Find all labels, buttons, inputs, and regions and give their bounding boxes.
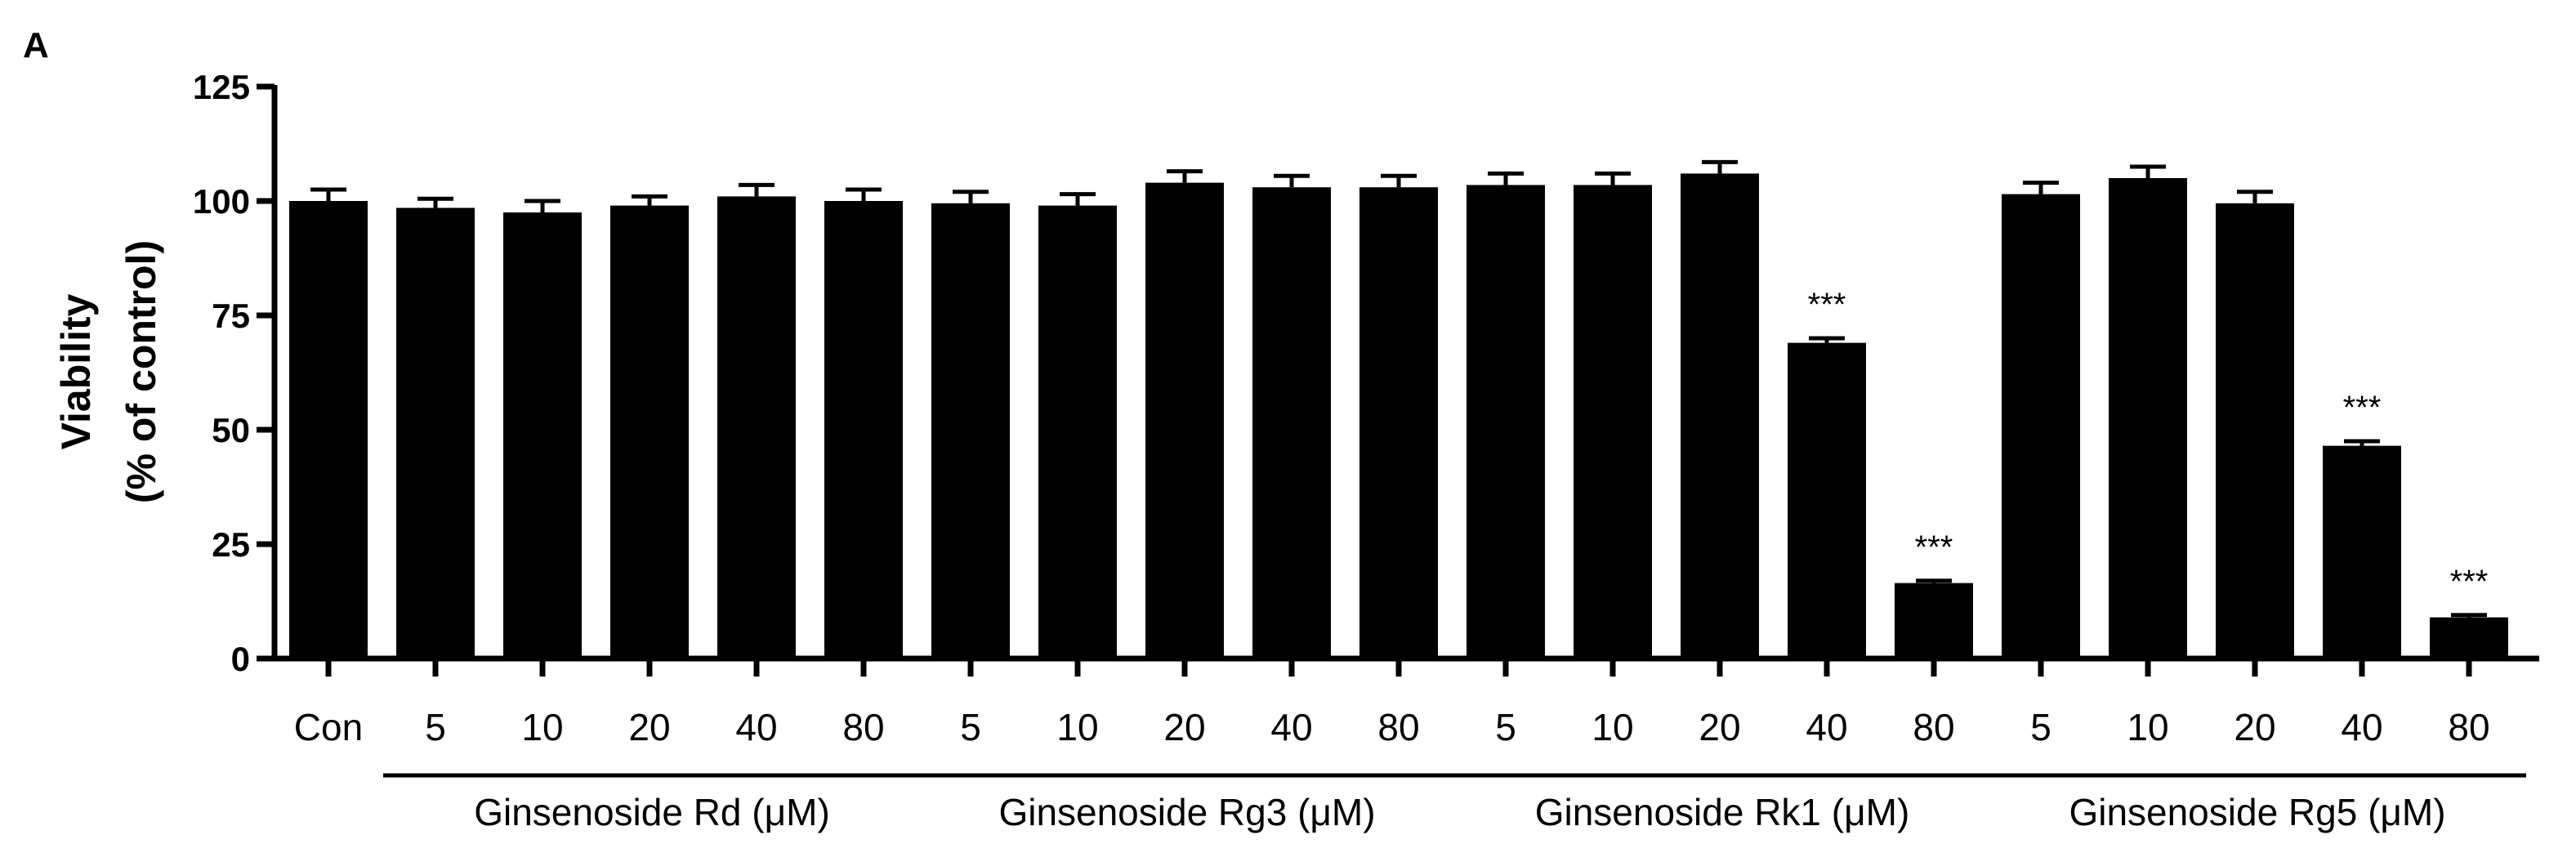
x-axis: Con 5 10 20 40 80 5 10 20 40 80 5 10 20 40 80 5 10 20 40 80 [272, 655, 2539, 748]
x-tick-label: 20 [1699, 706, 1740, 748]
panel-label: A [23, 25, 49, 65]
significance-label: *** [2450, 564, 2489, 600]
x-tick-label: 40 [1270, 706, 1312, 748]
bar [2002, 194, 2080, 659]
group-label: Ginsenoside Rk1 (μM) [1535, 791, 1910, 833]
group-label: Ginsenoside Rg5 (μM) [2069, 791, 2445, 833]
bar [2430, 617, 2508, 659]
significance-label: *** [2343, 390, 2382, 426]
significance-label: *** [1915, 529, 1953, 565]
x-tick-label: 5 [1495, 706, 1516, 748]
bar [1574, 185, 1652, 659]
x-tick-label: 10 [521, 706, 563, 748]
significance-label: *** [1808, 287, 1846, 323]
bar [824, 201, 903, 659]
bar [2109, 178, 2187, 659]
x-tick-label: 10 [1056, 706, 1098, 748]
x-tick-label: 5 [960, 706, 981, 748]
x-tick-label: 80 [2448, 706, 2489, 748]
x-tick-label: 20 [628, 706, 670, 748]
bar [1681, 173, 1759, 659]
bar [931, 203, 1010, 659]
y-tick-label: 25 [212, 525, 250, 564]
y-tick-label: 125 [193, 68, 250, 106]
bar [1895, 583, 1973, 659]
y-tick-label: 100 [193, 182, 250, 221]
y-axis-label: Viability (% of control) [53, 240, 164, 503]
bar [1038, 205, 1117, 659]
x-tick-label: 5 [2030, 706, 2051, 748]
x-tick-label: 80 [1377, 706, 1419, 748]
bar [1252, 187, 1331, 659]
x-tick-label: Con [294, 706, 363, 748]
x-tick-label: 5 [425, 706, 446, 748]
x-tick-label: 40 [1806, 706, 1847, 748]
bar [1467, 185, 1545, 659]
group-label: Ginsenoside Rd (μM) [474, 791, 830, 833]
y-tick-label: 50 [212, 411, 250, 449]
bar [2323, 445, 2401, 659]
x-tick-label: 80 [1913, 706, 1954, 748]
y-axis: 0 25 50 75 100 125 [193, 68, 278, 678]
y-tick-label: 0 [231, 640, 250, 678]
bar [610, 205, 689, 659]
y-axis-label-line-1: Viability [53, 293, 99, 449]
bar [396, 208, 475, 659]
x-tick-label: 40 [2341, 706, 2382, 748]
bar [1359, 187, 1438, 659]
y-axis-label-line-2: (% of control) [118, 240, 164, 503]
bar [1788, 342, 1866, 659]
x-tick-label: 20 [2234, 706, 2275, 748]
x-tick-label: 80 [842, 706, 884, 748]
x-tick-label: 10 [1592, 706, 1633, 748]
bar [717, 196, 796, 659]
bar [503, 212, 582, 659]
x-tick-label: 20 [1163, 706, 1205, 748]
bar [289, 201, 368, 659]
bar [2216, 203, 2294, 659]
y-tick-label: 75 [212, 297, 250, 335]
group-label: Ginsenoside Rg3 (μM) [998, 791, 1375, 833]
x-tick-label: 10 [2127, 706, 2168, 748]
bars: *** *** *** *** [289, 159, 2508, 659]
x-tick-label: 40 [735, 706, 777, 748]
bar [1145, 182, 1224, 659]
group-brackets: Ginsenoside Rd (μM) Ginsenoside Rg3 (μM) G… [383, 773, 2526, 833]
